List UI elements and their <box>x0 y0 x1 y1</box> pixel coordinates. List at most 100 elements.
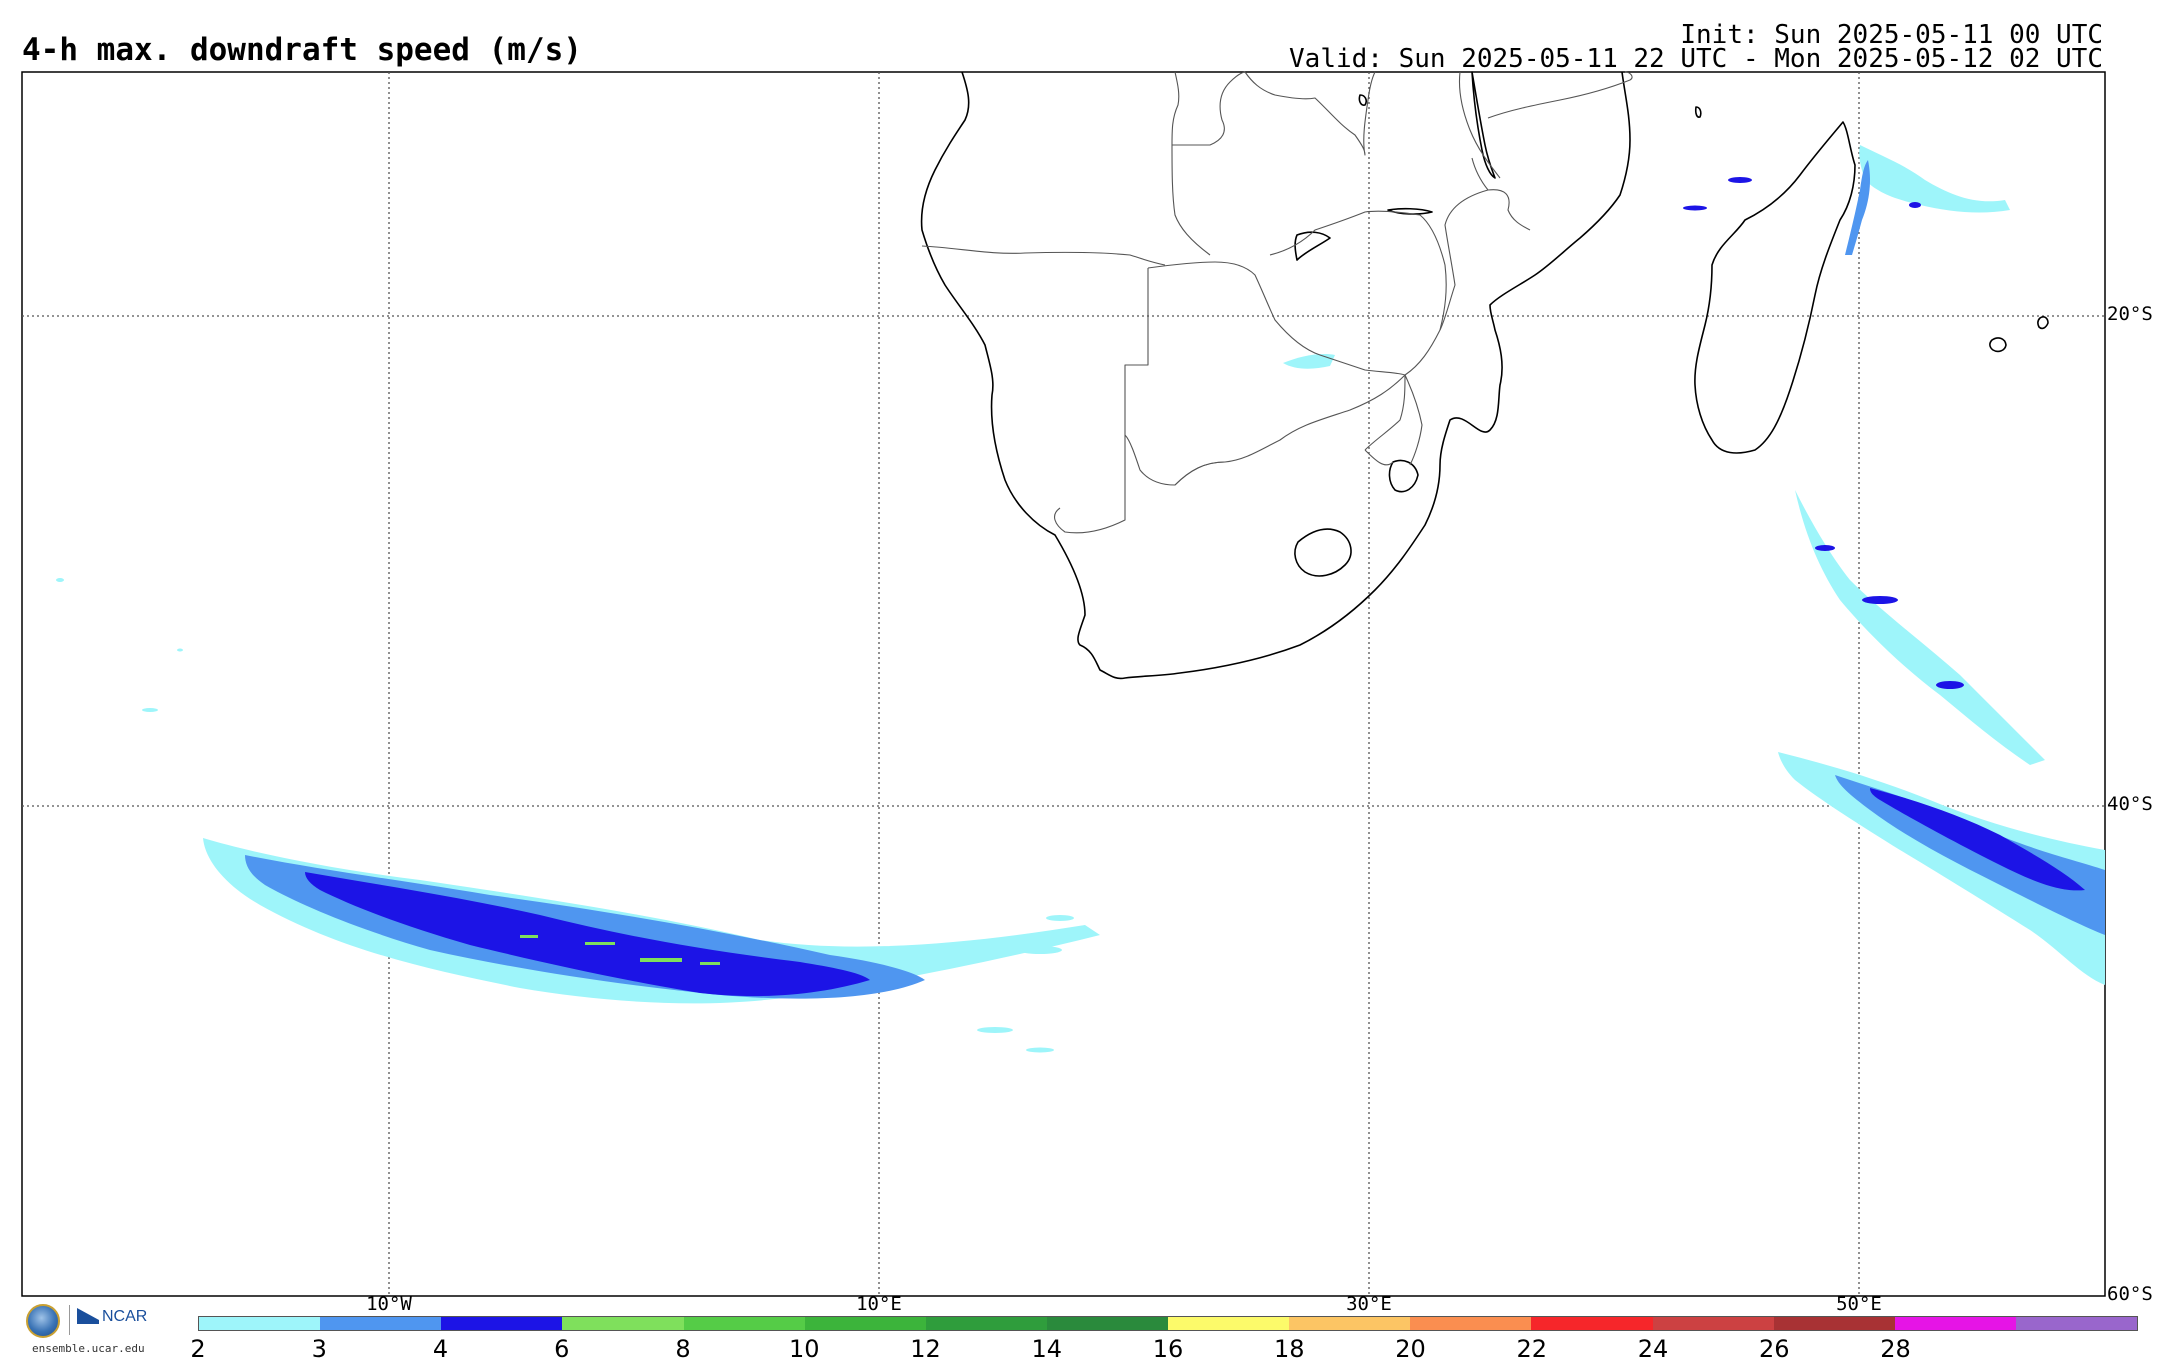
colorbar <box>198 1316 2138 1331</box>
ncar-logo-icon <box>77 1308 99 1324</box>
colorbar-tick-label: 6 <box>554 1335 570 1363</box>
colorbar-tick-label: 16 <box>1152 1335 1184 1363</box>
colorbar-tick-label: 2 <box>190 1335 206 1363</box>
shade-4-indian <box>1870 788 2085 891</box>
mozambique-border <box>1404 189 1531 466</box>
valid-time: Valid: Sun 2025-05-11 22 UTC - Mon 2025-… <box>1289 44 2103 74</box>
shade-6-atlantic-cell <box>520 935 538 938</box>
shade-4-speck <box>1728 177 1752 183</box>
shade-2-atlantic-specks <box>56 578 1074 1053</box>
tanzania-border <box>1487 71 1633 119</box>
shade-4-indian-north <box>1815 545 1964 689</box>
lat-label-20s: 20°S <box>2107 303 2153 325</box>
shade-4-speck <box>1683 205 1707 211</box>
shade-2-botswana <box>1283 353 1335 369</box>
colorbar-segment <box>1410 1317 1532 1330</box>
lon-label-10e: 10°E <box>856 1293 902 1315</box>
colorbar-segment <box>1894 1317 2016 1330</box>
zambia-border <box>1172 71 1246 146</box>
colorbar-tick-label: 18 <box>1273 1335 1305 1363</box>
init-time: Init: Sun 2025-05-11 00 UTC <box>1680 20 2103 50</box>
shade-2-indian <box>1778 752 2105 985</box>
colorbar-segment <box>562 1317 684 1330</box>
shade-2-speck <box>1026 1047 1054 1053</box>
map-title: 4-h max. downdraft speed (m/s) <box>22 32 582 68</box>
logo-separator <box>69 1305 70 1335</box>
africa-coast <box>920 71 1631 680</box>
graticule <box>22 72 2105 1296</box>
colorbar-tick-label: 22 <box>1516 1335 1548 1363</box>
shade-4-speck <box>1862 596 1898 604</box>
colorbar-tick-label: 26 <box>1758 1335 1790 1363</box>
shade-2-speck <box>142 708 158 712</box>
downdraft-botswana <box>1283 353 1335 369</box>
shade-4-speck <box>1909 202 1921 208</box>
colorbar-tick-label: 12 <box>910 1335 941 1363</box>
drc-border <box>1244 71 1376 156</box>
comoros-island <box>1694 106 1702 118</box>
shade-6-atlantic-cell <box>700 962 720 965</box>
namibia-border <box>1054 268 1149 534</box>
colorbar-tick-label: 8 <box>675 1335 691 1363</box>
lon-label-50e: 50°E <box>1836 1293 1882 1315</box>
shade-2-madagascar <box>1859 145 2010 213</box>
colorbar-tick-label: 14 <box>1031 1335 1063 1363</box>
colorbar-segment <box>1531 1317 1653 1330</box>
eswatini-border <box>1388 459 1419 493</box>
shade-4-speck <box>1815 545 1835 551</box>
colorbar-segment <box>441 1317 563 1330</box>
lesotho-border <box>1294 528 1352 577</box>
colorbar-segment <box>1168 1317 1290 1330</box>
nsf-logo <box>26 1304 60 1338</box>
downdraft-madagascar <box>1683 145 2010 255</box>
colorbar-tick-label: 20 <box>1395 1335 1426 1363</box>
south-africa-border <box>1174 374 1406 486</box>
colorbar-segment <box>804 1317 926 1330</box>
colorbar-segment <box>925 1317 1047 1330</box>
shade-2-speck <box>177 648 183 652</box>
ensemble-url: ensemble.ucar.edu <box>32 1342 145 1355</box>
downdraft-south-atlantic <box>56 578 1100 1053</box>
shade-6-atlantic <box>520 935 720 965</box>
shade-2-speck <box>1046 915 1074 921</box>
colorbar-segment <box>1652 1317 1774 1330</box>
shade-3-madagascar <box>1845 160 1870 255</box>
colorbar-tick-label: 4 <box>432 1335 449 1363</box>
shade-4-speck <box>1936 681 1964 689</box>
colorbar-segment <box>199 1317 321 1330</box>
ncar-logo: NCAR <box>102 1308 148 1325</box>
map-frame <box>21 71 2106 1297</box>
colorbar-segment <box>1046 1317 1168 1330</box>
shade-6-atlantic-cell <box>640 958 682 962</box>
lake-tanganyika-south <box>1358 94 1367 106</box>
colorbar-segment <box>320 1317 442 1330</box>
lon-label-10w: 10°W <box>366 1293 412 1315</box>
malawi-border <box>1458 71 1501 191</box>
shade-3-indian <box>1835 775 2105 935</box>
colorbar-tick-label: 24 <box>1637 1335 1669 1363</box>
colorbar-segment <box>2015 1317 2137 1330</box>
colorbar-tick-label: 28 <box>1880 1335 1911 1363</box>
shade-2-speck <box>977 1027 1013 1033</box>
mauritius-island <box>2037 316 2049 330</box>
lat-label-60s: 60°S <box>2107 1283 2153 1305</box>
colorbar-segment <box>1289 1317 1411 1330</box>
angola-border <box>921 245 1166 266</box>
shade-4-atlantic <box>305 872 870 997</box>
lake-cahora-bassa <box>1387 207 1433 215</box>
shade-4-madagascar <box>1683 177 1921 211</box>
colorbar-segment <box>683 1317 805 1330</box>
lake-kariba <box>1294 231 1331 261</box>
coastlines <box>920 71 2049 680</box>
country-borders <box>921 71 1633 534</box>
logo-block: NCAR ensemble.ucar.edu <box>22 1302 157 1355</box>
colorbar-tick-label: 3 <box>311 1335 327 1363</box>
shade-2-speck <box>1018 946 1062 954</box>
lon-label-30e: 30°E <box>1346 1293 1392 1315</box>
downdraft-indian-ocean <box>1778 490 2105 985</box>
shade-6-atlantic-cell <box>585 942 615 945</box>
colorbar-tick-label: 10 <box>788 1335 820 1363</box>
colorbar-segment <box>1773 1317 1895 1330</box>
shade-2-speck <box>56 578 64 582</box>
